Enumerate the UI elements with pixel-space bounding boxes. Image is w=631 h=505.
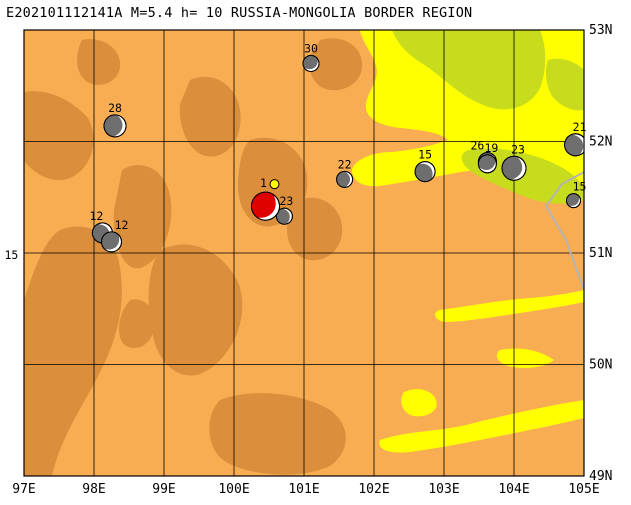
- event-depth-label: 15: [418, 148, 432, 162]
- historic-event-marker[interactable]: [275, 206, 295, 226]
- historic-event-marker[interactable]: [562, 131, 590, 159]
- lat-tick-label: 53N: [589, 23, 612, 38]
- lon-tick-label: 105E: [568, 482, 599, 497]
- event-depth-label: 15: [573, 180, 587, 194]
- event-depth-label: 22: [338, 157, 352, 171]
- main-event-marker[interactable]: [246, 187, 285, 226]
- map-frame: [23, 29, 585, 477]
- focal-mechanisms: [0, 53, 590, 282]
- historic-event-marker[interactable]: [564, 191, 584, 211]
- graticule: [24, 30, 584, 476]
- map-title: E202101112141A M=5.4 h= 10 RUSSIA-MONGOL…: [6, 5, 473, 21]
- lat-tick-label: 50N: [589, 358, 612, 373]
- lon-tick-label: 100E: [218, 482, 249, 497]
- historic-event-marker[interactable]: [300, 53, 322, 75]
- event-depth-label: 28: [108, 101, 122, 115]
- southern-lowlands: [379, 290, 584, 453]
- epicenter-marker: [269, 179, 280, 190]
- lon-tick-label: 97E: [12, 482, 35, 497]
- lat-tick-label: 49N: [589, 469, 612, 484]
- event-depth-label: 12: [115, 218, 129, 232]
- lon-tick-label: 101E: [288, 482, 319, 497]
- national-border: [544, 171, 584, 291]
- longitude-ticks: 97E 98E 99E 100E 101E 102E 103E 104E 105E: [12, 482, 599, 497]
- event-depth-label: 21: [573, 120, 587, 134]
- lon-tick-label: 102E: [358, 482, 389, 497]
- event-labels: 15 12 12 28 23 30 22 15 26 19 23 21 15 1: [4, 41, 586, 261]
- historic-event-marker[interactable]: [336, 170, 354, 188]
- lon-tick-label: 98E: [82, 482, 105, 497]
- historic-event-marker[interactable]: [411, 158, 439, 186]
- lat-tick-label: 52N: [589, 135, 612, 150]
- event-depth-label: 23: [279, 194, 293, 208]
- historic-event-marker[interactable]: [97, 228, 125, 256]
- event-depth-label: 15: [4, 248, 18, 262]
- main-event-label: 1: [260, 176, 267, 190]
- event-depth-label: 12: [89, 209, 103, 223]
- lon-tick-label: 104E: [498, 482, 529, 497]
- event-depth-label: 19: [484, 141, 498, 155]
- terrain-layer: [0, 30, 590, 476]
- event-depth-label: 26: [470, 139, 484, 153]
- lat-tick-label: 51N: [589, 246, 612, 261]
- historic-event-marker[interactable]: [476, 152, 499, 175]
- lon-tick-label: 99E: [152, 482, 175, 497]
- historic-event-marker[interactable]: [0, 259, 23, 282]
- event-depth-label: 23: [511, 142, 525, 156]
- historic-event-marker[interactable]: [102, 113, 127, 138]
- latitude-ticks: 53N 52N 51N 50N 49N: [589, 23, 612, 484]
- event-depth-label: 30: [304, 41, 318, 55]
- lon-tick-label: 103E: [428, 482, 459, 497]
- historic-event-marker[interactable]: [499, 154, 528, 183]
